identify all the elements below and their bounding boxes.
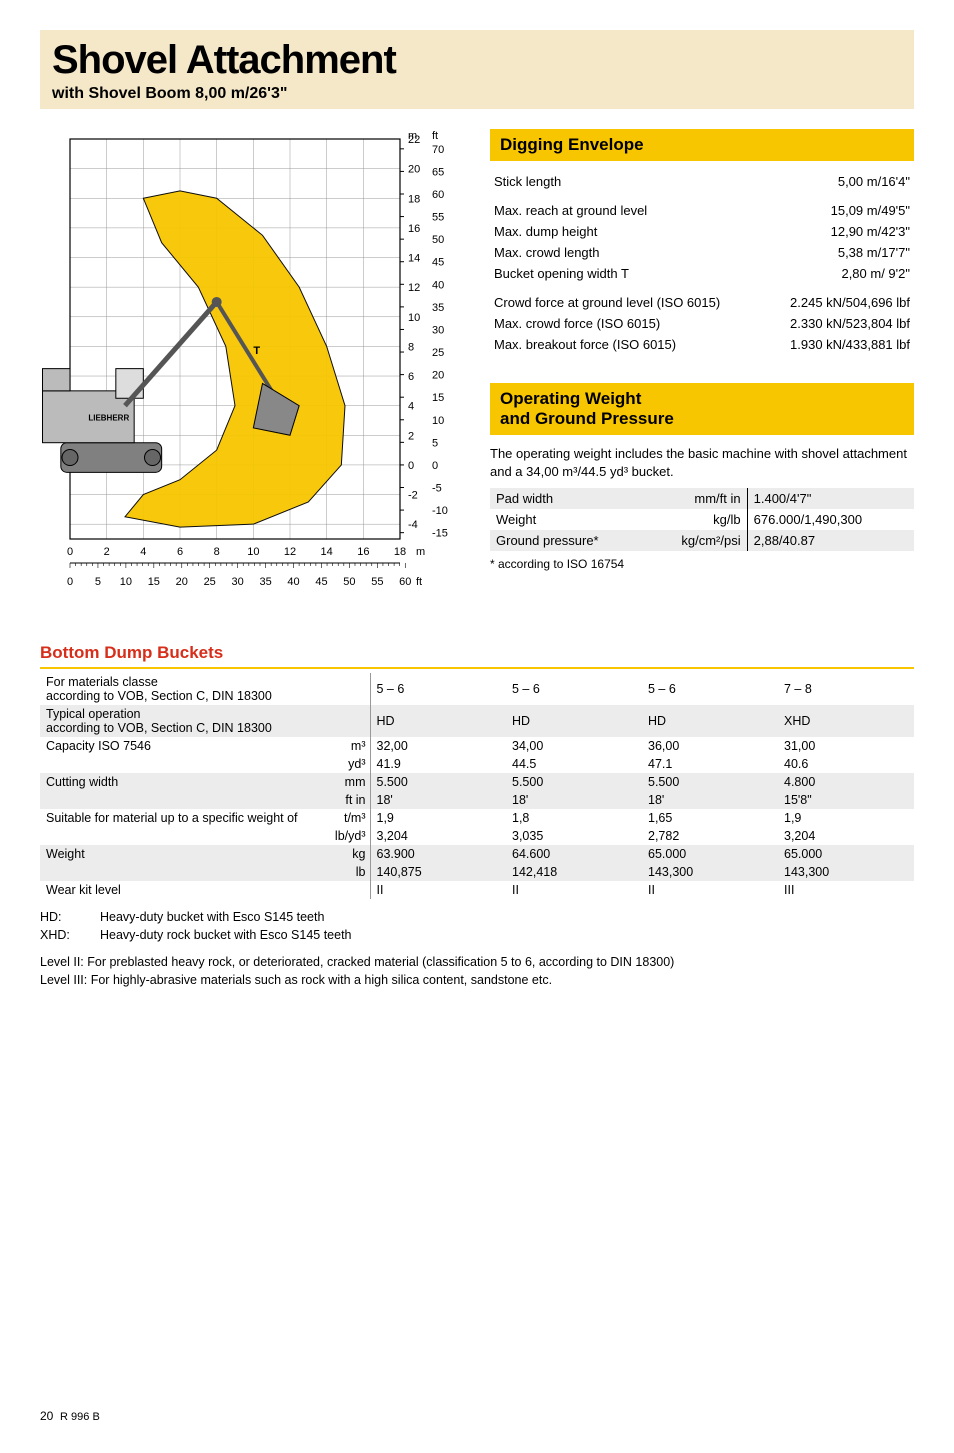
svg-text:45: 45 [315,576,327,588]
svg-text:60: 60 [399,576,411,588]
svg-text:50: 50 [432,234,444,246]
digging-envelope-heading: Digging Envelope [490,129,914,161]
page-subtitle: with Shovel Boom 8,00 m/26'3" [52,85,902,103]
svg-text:8: 8 [408,341,414,353]
svg-text:35: 35 [432,302,444,314]
svg-text:0: 0 [67,546,73,558]
model-label: R 996 B [60,1411,100,1423]
svg-text:5: 5 [432,437,438,449]
svg-text:6: 6 [177,546,183,558]
svg-text:10: 10 [247,546,259,558]
page-footer: 20 R 996 B [40,1409,914,1423]
svg-text:m: m [416,546,425,558]
bottom-dump-buckets-table: For materials classe according to VOB, S… [40,673,914,899]
svg-text:40: 40 [287,576,299,588]
svg-text:55: 55 [432,212,444,224]
svg-text:45: 45 [432,257,444,269]
svg-text:18: 18 [394,546,406,558]
svg-text:40: 40 [432,279,444,291]
svg-text:30: 30 [232,576,244,588]
svg-text:25: 25 [432,347,444,359]
svg-text:4: 4 [140,546,146,558]
svg-text:0: 0 [67,576,73,588]
svg-text:20: 20 [176,576,188,588]
header-band: Shovel Attachment with Shovel Boom 8,00 … [40,30,914,109]
operating-weight-footnote: * according to ISO 16754 [490,557,914,571]
operating-weight-table: Pad widthmm/ft in1.400/4'7"Weightkg/lb67… [490,488,914,551]
svg-text:50: 50 [343,576,355,588]
svg-text:15: 15 [148,576,160,588]
svg-text:10: 10 [432,415,444,427]
svg-text:6: 6 [408,371,414,383]
svg-text:15: 15 [432,392,444,404]
operating-weight-heading: Operating Weight and Ground Pressure [490,383,914,435]
svg-text:ft: ft [416,576,422,588]
svg-text:4: 4 [408,401,414,413]
operating-weight-desc: The operating weight includes the basic … [490,445,914,480]
svg-text:-2: -2 [408,490,418,502]
svg-text:2: 2 [104,546,110,558]
svg-text:60: 60 [432,189,444,201]
svg-text:20: 20 [408,164,420,176]
bottom-dump-buckets-heading: Bottom Dump Buckets [40,639,914,669]
svg-text:-4: -4 [408,519,418,531]
svg-text:12: 12 [284,546,296,558]
svg-text:25: 25 [204,576,216,588]
svg-text:8: 8 [214,546,220,558]
page-number: 20 [40,1409,53,1423]
digging-envelope-table: Stick length5,00 m/16'4"Max. reach at gr… [490,171,914,355]
page-title: Shovel Attachment [52,38,902,83]
svg-text:0: 0 [432,460,438,472]
svg-text:55: 55 [371,576,383,588]
svg-text:65: 65 [432,166,444,178]
bdb-notes: HD:Heavy-duty bucket with Esco S145 teet… [40,909,914,989]
svg-text:20: 20 [432,370,444,382]
svg-text:-5: -5 [432,483,442,495]
svg-text:12: 12 [408,282,420,294]
svg-text:5: 5 [95,576,101,588]
svg-text:18: 18 [408,193,420,205]
svg-text:22: 22 [408,134,420,146]
svg-text:16: 16 [357,546,369,558]
svg-text:70: 70 [432,144,444,156]
svg-text:-10: -10 [432,505,448,517]
svg-text:35: 35 [259,576,271,588]
svg-text:10: 10 [408,312,420,324]
reach-chart: LIEBHERRTm-4-20246810121416182022ft-15-1… [40,129,470,609]
svg-text:14: 14 [321,546,333,558]
svg-text:0: 0 [408,460,414,472]
svg-text:LIEBHERR: LIEBHERR [88,413,129,422]
svg-text:T: T [253,345,260,357]
svg-text:-15: -15 [432,528,448,540]
svg-text:2: 2 [408,430,414,442]
svg-text:10: 10 [120,576,132,588]
svg-text:14: 14 [408,253,420,265]
svg-text:30: 30 [432,324,444,336]
svg-text:16: 16 [408,223,420,235]
svg-text:ft: ft [432,130,438,142]
